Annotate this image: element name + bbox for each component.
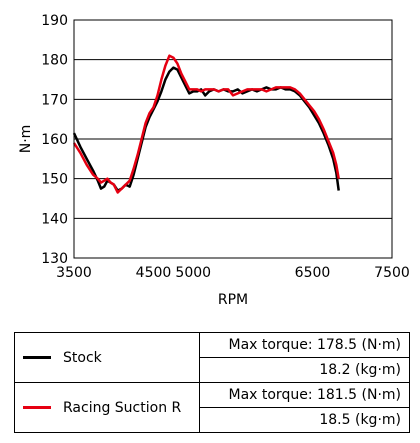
legend-row-stock: Stock Max torque: 178.5 (N·m) [14,332,410,383]
y-tick-label: 130 [41,251,68,267]
torque-chart: 130 140 150 160 170 180 190 3500 4500 5000 6500 75… [18,13,410,308]
racing-line-swatch [23,406,51,409]
y-tick-label: 190 [41,13,68,29]
y-axis-label: N·m [18,125,34,154]
x-tick-label: 4500 [136,265,172,281]
legend-table: Stock Max torque: 178.5 (N·m) 18.2 (kg·m… [14,332,410,433]
y-tick-label: 170 [41,92,68,108]
y-tick-label: 180 [41,53,68,69]
legend-row-racing: Racing Suction R Max torque: 181.5 (N·m) [14,382,410,433]
series-lines [72,54,340,194]
x-tick-label: 3500 [56,265,92,281]
y-tick-label: 140 [41,211,68,227]
legend-label-stock: Stock [63,349,102,366]
legend-row-racing-kgm: 18.5 (kg·m) [15,407,410,433]
legend-label-racing: Racing Suction R [63,399,182,416]
racing-max-torque-kgm: 18.5 (kg·m) [199,407,410,433]
stock-max-torque-kgm: 18.2 (kg·m) [199,357,410,383]
stock-line-swatch [23,356,51,359]
y-tick-label: 160 [41,132,68,148]
x-axis-label: RPM [218,292,248,308]
legend-row-stock-kgm: 18.2 (kg·m) [15,357,410,383]
legend-cell-stock: Stock [14,332,200,383]
stock-max-torque-nm: Max torque: 178.5 (N·m) [199,332,410,358]
racing-max-torque-nm: Max torque: 181.5 (N·m) [199,382,410,408]
y-tick-labels: 130 140 150 160 170 180 190 [41,13,68,267]
plot-frame [73,19,393,259]
x-tick-label: 7500 [374,265,410,281]
x-tick-label: 6500 [295,265,331,281]
series-line-racing-suction-r [72,54,340,194]
y-tick-label: 150 [41,172,68,188]
x-tick-labels: 3500 4500 5000 6500 7500 [56,265,410,281]
legend-cell-racing: Racing Suction R [14,382,200,433]
x-tick-label: 5000 [175,265,211,281]
